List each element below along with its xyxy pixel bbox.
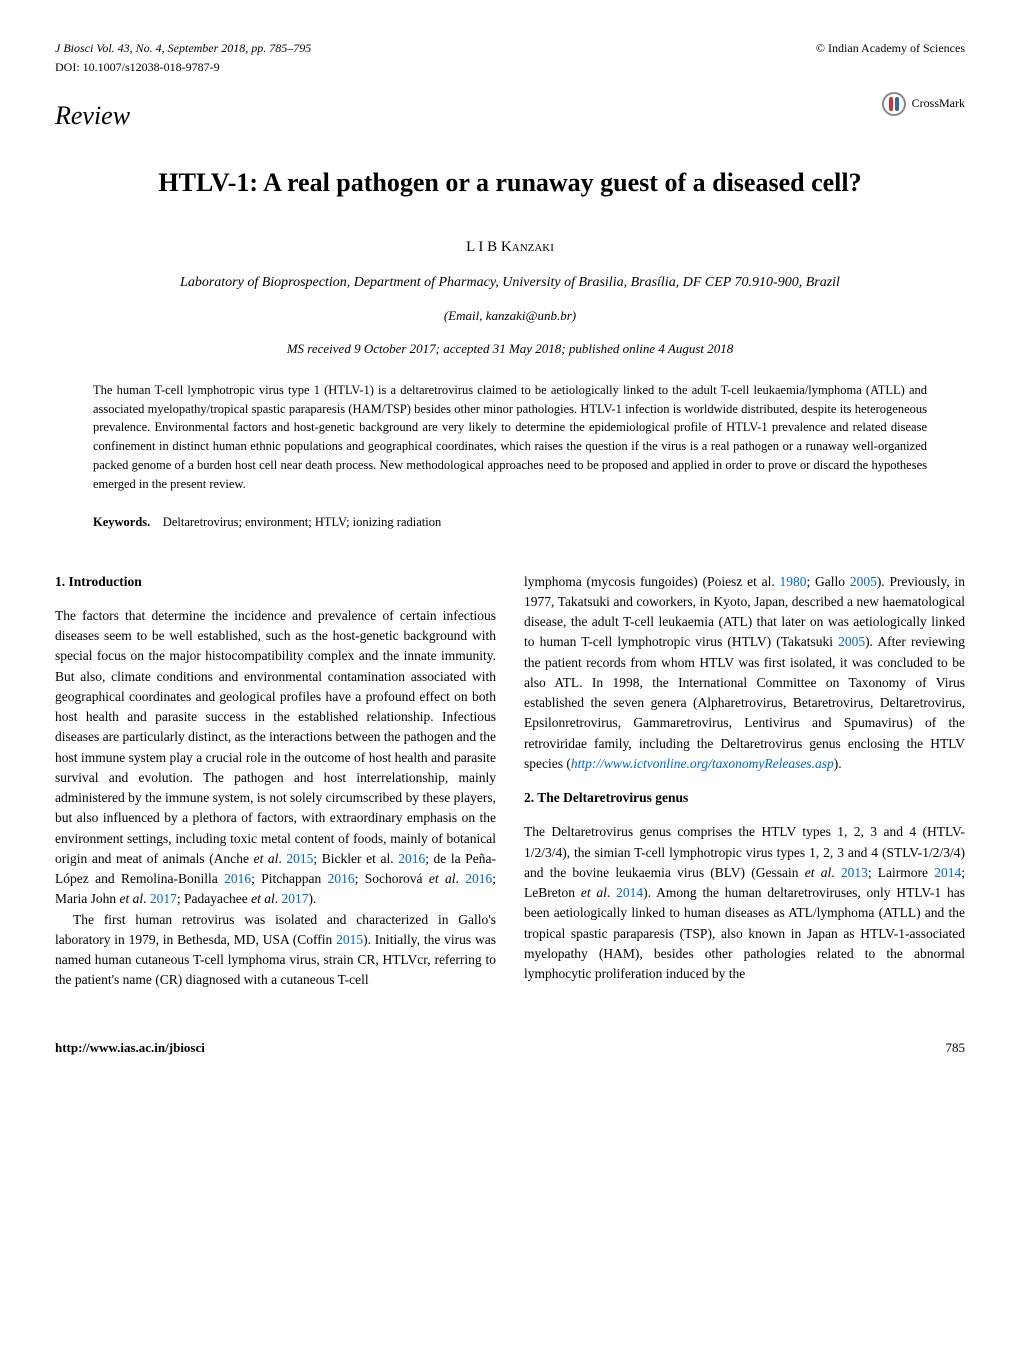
ictv-link[interactable]: http://www.ictvonline.org/taxonomyReleas… [571, 756, 834, 771]
section-heading-delta: 2. The Deltaretrovirus genus [524, 788, 965, 808]
author-affiliation: Laboratory of Bioprospection, Department… [55, 273, 965, 293]
publisher: © Indian Academy of Sciences [816, 40, 965, 57]
section-heading-intro: 1. Introduction [55, 572, 496, 592]
doi: DOI: 10.1007/s12038-018-9787-9 [55, 59, 965, 76]
intro-paragraph-2: The first human retrovirus was isolated … [55, 910, 496, 991]
article-type: Review [55, 97, 965, 135]
footer-url[interactable]: http://www.ias.ac.in/jbiosci [55, 1039, 205, 1058]
crossmark-icon [882, 92, 906, 116]
author-name: L I B Kanzaki [55, 237, 965, 259]
author-email: (Email, kanzaki@unb.br) [55, 307, 965, 326]
keywords-label: Keywords. [93, 515, 150, 529]
intro-continuation: lymphoma (mycosis fungoides) (Poiesz et … [524, 572, 965, 775]
keywords-values: Deltaretrovirus; environment; HTLV; ioni… [163, 515, 441, 529]
article-title: HTLV-1: A real pathogen or a runaway gue… [55, 164, 965, 202]
keywords-text [153, 515, 162, 529]
journal-citation: J Biosci Vol. 43, No. 4, September 2018,… [55, 40, 311, 57]
right-column: lymphoma (mycosis fungoides) (Poiesz et … [524, 572, 965, 991]
intro-paragraph-1: The factors that determine the incidence… [55, 606, 496, 910]
crossmark-label: CrossMark [912, 95, 965, 112]
delta-paragraph-1: The Deltaretrovirus genus comprises the … [524, 822, 965, 984]
keywords: Keywords. Deltaretrovirus; environment; … [55, 513, 965, 531]
manuscript-dates: MS received 9 October 2017; accepted 31 … [55, 340, 965, 359]
abstract: The human T-cell lymphotropic virus type… [55, 381, 965, 494]
page-number: 785 [946, 1039, 966, 1058]
left-column: 1. Introduction The factors that determi… [55, 572, 496, 991]
crossmark-badge[interactable]: CrossMark [882, 92, 965, 116]
